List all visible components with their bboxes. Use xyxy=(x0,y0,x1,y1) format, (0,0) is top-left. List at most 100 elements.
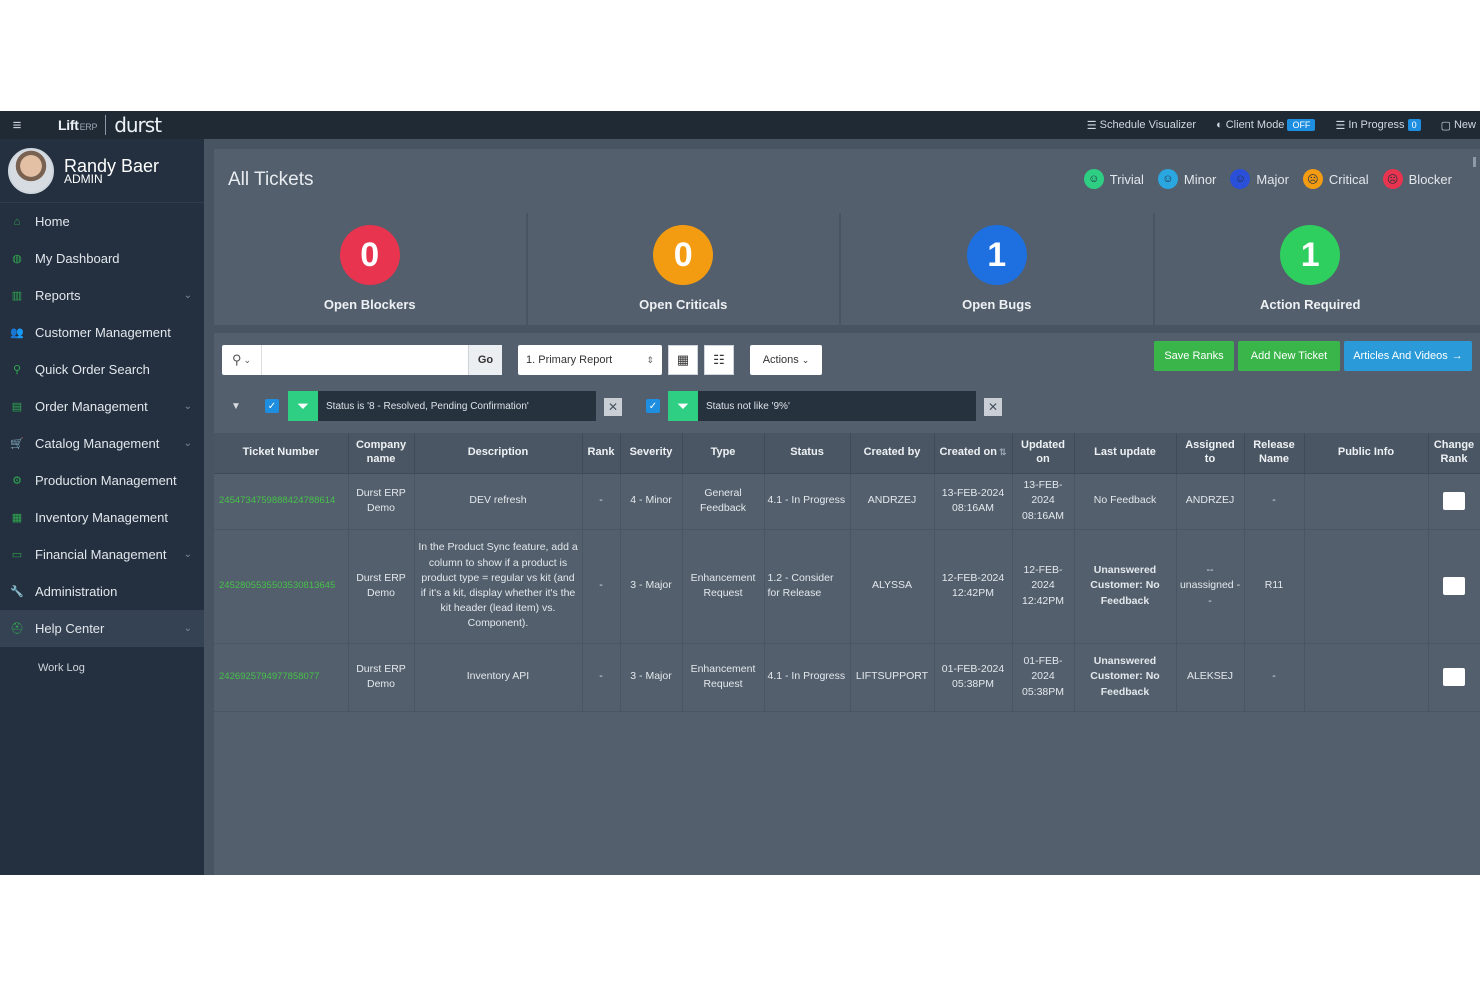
stat-action-required[interactable]: 1 Action Required xyxy=(1152,213,1467,325)
filter-2-remove-icon[interactable]: ✕ xyxy=(984,398,1002,416)
ticket-number-link[interactable]: 2454734759888424788614 xyxy=(214,473,349,530)
change-rank-input[interactable] xyxy=(1443,492,1465,510)
chevron-down-icon: ⌄ xyxy=(183,623,192,634)
col-ticket-number[interactable]: Ticket Number xyxy=(214,433,349,474)
client-mode-toggle[interactable]: ◐ Client Mode OFF xyxy=(1216,119,1316,131)
report-toolbar: ⚲ ⌄ Go 1. Primary Report ⇕ ▦ ☷ Actions ⌄ S… xyxy=(222,341,1472,375)
stat-value-circle: 0 xyxy=(339,225,400,285)
sidebar-item-home[interactable]: ⌂ Home xyxy=(0,203,204,240)
sidebar: Randy Baer ADMIN ⌂ Home ◍ My Dashboard ▥ Re… xyxy=(0,139,204,875)
col-public-info[interactable]: Public Info xyxy=(1304,433,1429,474)
description-cell: In the Product Sync feature, add a colum… xyxy=(414,529,583,644)
sidebar-menu: ⌂ Home ◍ My Dashboard ▥ Reports ⌄ 👥 Customer … xyxy=(0,203,204,689)
scrollbar[interactable] xyxy=(1473,157,1476,167)
grid-view-icon[interactable]: ▦ xyxy=(668,345,698,375)
col-description[interactable]: Description xyxy=(414,433,583,474)
sidebar-item-inventory-management[interactable]: ▦ Inventory Management xyxy=(11,510,168,525)
inventory-icon: ▦ xyxy=(11,512,23,524)
change-rank-input[interactable] xyxy=(1443,577,1465,595)
client-mode-state-badge: OFF xyxy=(1287,119,1316,131)
status-cell: 4.1 - In Progress xyxy=(764,643,851,712)
report-select[interactable]: 1. Primary Report ⇕ xyxy=(518,345,662,375)
col-assigned-to[interactable]: Assigned to xyxy=(1176,433,1245,474)
col-severity[interactable]: Severity xyxy=(620,433,683,474)
liftерp-logo[interactable]: LiftERP xyxy=(58,117,98,133)
severity-legend: ☺ Trivial ☺ Minor ☺ Major ☹ Critical ☹ Blocke… xyxy=(1083,169,1452,189)
filter-1-checkbox[interactable]: ✓ xyxy=(265,399,279,413)
sidebar-item-catalog-management[interactable]: 🛒 Catalog Management ⌄ xyxy=(10,436,192,451)
help-icon: ⛑ xyxy=(10,623,24,635)
stat-label: Action Required xyxy=(1260,297,1361,312)
table-row[interactable]: 2452805535503530813645 Durst ERP Demo In… xyxy=(214,529,1480,644)
col-release-name[interactable]: Release Name xyxy=(1244,433,1305,474)
type-cell: Enhancement Request xyxy=(682,643,765,712)
severity-cell: 4 - Minor xyxy=(620,473,683,530)
collapse-filters-icon[interactable]: ▼ xyxy=(231,400,241,412)
col-change-rank[interactable]: Change Rank xyxy=(1428,433,1480,474)
rank-cell: - xyxy=(582,529,621,644)
col-company-name[interactable]: Company name xyxy=(348,433,415,474)
section-gap xyxy=(214,325,1480,333)
search-input[interactable] xyxy=(262,345,468,375)
created-by-cell: ALYSSA xyxy=(850,529,935,644)
stat-value-circle: 1 xyxy=(1280,225,1341,285)
sidebar-item-reports[interactable]: ▥ Reports ⌄ xyxy=(11,288,192,303)
new-link[interactable]: ▢ New xyxy=(1440,119,1476,132)
reports-icon: ▥ xyxy=(11,290,23,302)
comment-icon: ▢ xyxy=(1440,119,1451,132)
release-cell: - xyxy=(1244,643,1305,712)
sidebar-item-order-management[interactable]: ▤ Order Management ⌄ xyxy=(11,399,192,414)
go-button[interactable]: Go xyxy=(468,345,502,375)
hamburger-menu-icon[interactable]: ≡ xyxy=(12,116,22,134)
sidebar-item-my-dashboard[interactable]: ◍ My Dashboard xyxy=(0,240,204,277)
filter-2-text[interactable]: Status not like '9%' xyxy=(698,391,976,421)
sidebar-item-help-center[interactable]: ⛑ Help Center ⌄ xyxy=(0,610,204,647)
filter-1-remove-icon[interactable]: ✕ xyxy=(604,398,622,416)
filter-funnel-icon[interactable]: ⏷ xyxy=(288,391,318,421)
schedule-visualizer-link[interactable]: ☰ Schedule Visualizer xyxy=(1086,119,1197,132)
stat-label: Open Bugs xyxy=(962,297,1032,312)
col-rank[interactable]: Rank xyxy=(582,433,621,474)
col-updated-on[interactable]: Updated on xyxy=(1012,433,1075,474)
sidebar-item-administration[interactable]: 🔧 Administration xyxy=(10,584,118,599)
sidebar-item-customer-management[interactable]: 👥 Customer Management xyxy=(10,325,171,340)
in-progress-link[interactable]: ☰ In Progress 0 xyxy=(1335,119,1421,132)
search-bar: ⚲ ⌄ Go xyxy=(222,345,502,375)
description-cell: DEV refresh xyxy=(414,473,583,530)
table-row[interactable]: 2426925794977858077 Durst ERP Demo Inven… xyxy=(214,643,1480,712)
sidebar-item-production-management[interactable]: ⚙ Production Management xyxy=(0,462,204,499)
col-type[interactable]: Type xyxy=(682,433,765,474)
stat-open-criticals[interactable]: 0 Open Criticals xyxy=(525,213,840,325)
col-status[interactable]: Status xyxy=(764,433,851,474)
legend-critical: ☹ Critical xyxy=(1302,169,1369,189)
sidebar-item-quick-order-search[interactable]: ⚲ Quick Order Search xyxy=(0,351,204,388)
last-update-cell: Unanswered Customer: No Feedback xyxy=(1074,529,1177,644)
save-ranks-button[interactable]: Save Ranks xyxy=(1154,341,1234,371)
stat-open-blockers[interactable]: 0 Open Blockers xyxy=(214,213,526,325)
filter-funnel-icon[interactable]: ⏷ xyxy=(668,391,698,421)
frown-icon: ☹ xyxy=(1302,169,1323,189)
filter-1-text[interactable]: Status is '8 - Resolved, Pending Confirm… xyxy=(318,391,596,421)
severity-cell: 3 - Major xyxy=(620,643,683,712)
col-last-update[interactable]: Last update xyxy=(1074,433,1177,474)
toggle-icon: ◐ xyxy=(1216,119,1223,131)
ticket-number-link[interactable]: 2426925794977858077 xyxy=(214,643,349,712)
user-profile[interactable]: Randy Baer ADMIN xyxy=(0,139,204,203)
filter-2-checkbox[interactable]: ✓ xyxy=(646,399,660,413)
table-row[interactable]: 2454734759888424788614 Durst ERP Demo DE… xyxy=(214,473,1480,530)
add-new-ticket-button[interactable]: Add New Ticket xyxy=(1238,341,1340,371)
smiley-icon: ☺ xyxy=(1083,169,1104,189)
list-view-icon[interactable]: ☷ xyxy=(704,345,734,375)
articles-and-videos-button[interactable]: Articles And Videos → xyxy=(1344,341,1472,371)
stat-open-bugs[interactable]: 1 Open Bugs xyxy=(839,213,1153,325)
change-rank-input[interactable] xyxy=(1443,668,1465,686)
search-column-dropdown[interactable]: ⚲ ⌄ xyxy=(222,345,262,375)
ticket-number-link[interactable]: 2452805535503530813645 xyxy=(214,529,349,644)
col-created-on[interactable]: Created on ⇅ xyxy=(934,433,1013,474)
col-created-by[interactable]: Created by xyxy=(850,433,935,474)
gears-icon: ⚙ xyxy=(12,475,22,487)
sidebar-item-work-log[interactable]: Work Log xyxy=(38,662,85,674)
sidebar-item-financial-management[interactable]: ▭ Financial Management ⌄ xyxy=(11,547,192,562)
actions-dropdown[interactable]: Actions ⌄ xyxy=(750,345,822,375)
created-by-cell: LIFTSUPPORT xyxy=(850,643,935,712)
